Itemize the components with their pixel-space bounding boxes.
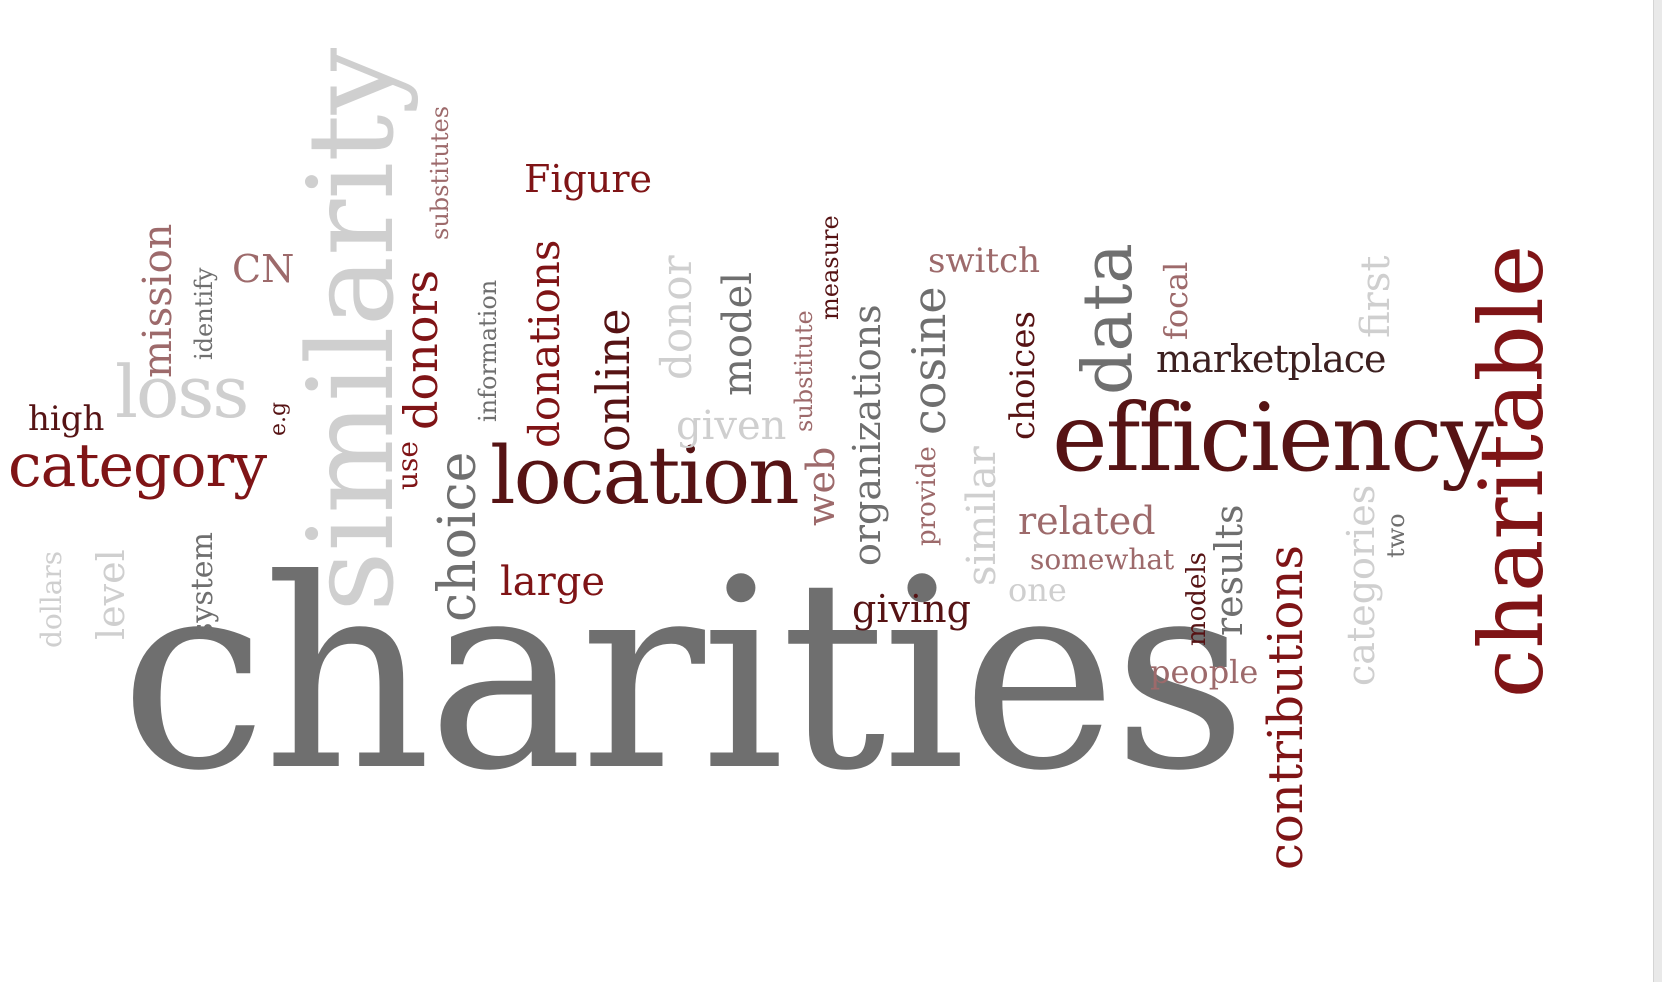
word-figure: Figure <box>524 157 652 201</box>
word-switch: switch <box>928 241 1041 281</box>
word-similarity: similarity <box>282 47 420 612</box>
word-substitute: substitute <box>790 310 818 432</box>
word-focal: focal <box>1157 261 1195 340</box>
word-mission: mission <box>135 223 181 378</box>
word-high: high <box>28 399 105 439</box>
word-provide: provide <box>912 446 942 546</box>
word-first: first <box>1353 255 1399 338</box>
word-charities: charities <box>120 523 1247 828</box>
word-data: data <box>1069 243 1148 395</box>
word-giving: giving <box>852 587 971 631</box>
word-efficiency: efficiency <box>1052 384 1494 493</box>
word-somewhat: somewhat <box>1030 543 1175 576</box>
word-categories: categories <box>1339 484 1383 686</box>
word-results: results <box>1207 504 1251 636</box>
word-category: category <box>8 431 267 501</box>
word-donor: donor <box>652 255 701 380</box>
word-identify: identify <box>190 267 218 360</box>
word-related: related <box>1018 499 1156 543</box>
word-level: level <box>89 549 133 640</box>
word-choices: choices <box>1003 311 1043 440</box>
word-use: use <box>391 441 424 490</box>
right-edge-bar <box>1653 0 1662 982</box>
word-model: model <box>715 271 761 396</box>
word-models: models <box>1182 552 1212 646</box>
word-online: online <box>586 308 640 452</box>
word-cn: CN <box>232 247 295 291</box>
word-web: web <box>799 446 843 526</box>
word-substitutes: substitutes <box>426 105 454 240</box>
word-measure: measure <box>816 215 844 320</box>
word-contributions: contributions <box>1258 544 1314 870</box>
word-eg: e.g <box>266 401 291 436</box>
word-two: two <box>1382 513 1410 558</box>
word-choice: choice <box>428 451 488 622</box>
word-organizations: organizations <box>845 304 889 566</box>
word-charitable: charitable <box>1460 244 1563 698</box>
word-cosine: cosine <box>902 286 956 435</box>
word-donors: donors <box>394 269 448 430</box>
word-location: location <box>490 429 800 522</box>
word-people: people <box>1150 653 1259 691</box>
word-similar: similar <box>959 446 1005 586</box>
word-system: system <box>185 532 220 638</box>
word-one: one <box>1008 571 1067 609</box>
word-marketplace: marketplace <box>1156 337 1387 381</box>
word-loss: loss <box>115 350 249 434</box>
word-given: given <box>676 403 787 449</box>
word-dollars: dollars <box>35 550 68 648</box>
word-large: large <box>500 559 606 605</box>
word-donations: donations <box>520 239 569 448</box>
word-information: information <box>474 279 502 422</box>
